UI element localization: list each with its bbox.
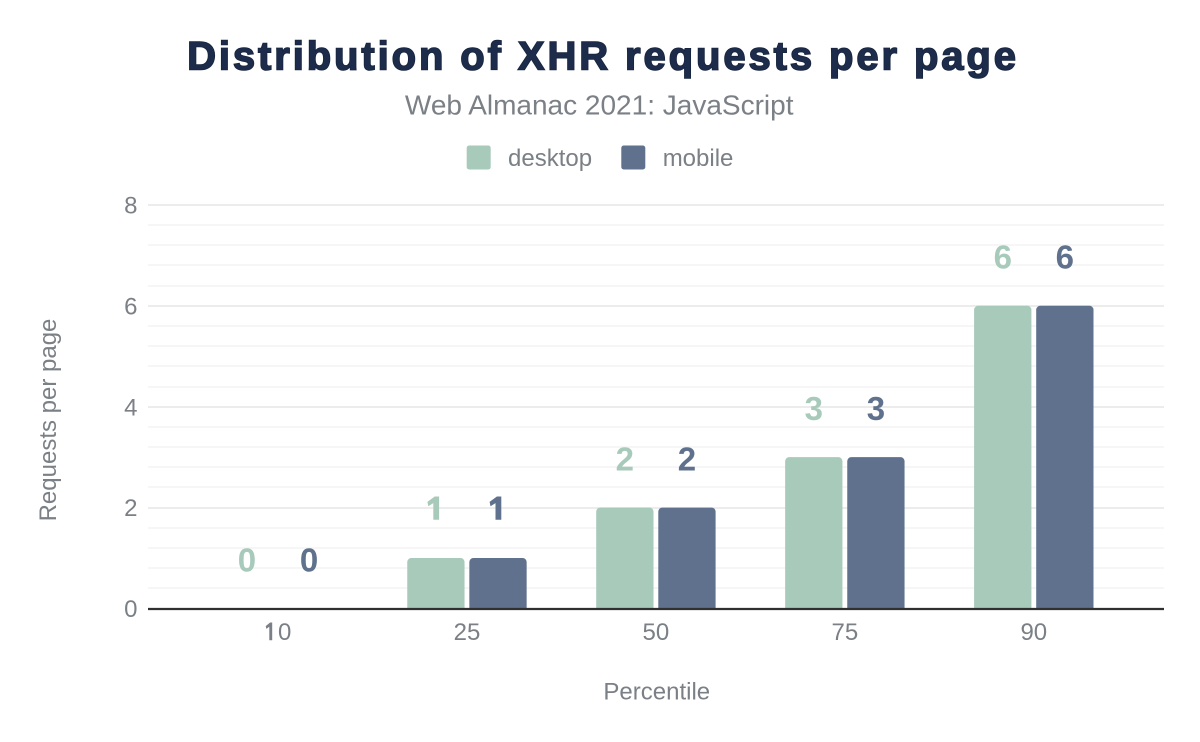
svg-text:50: 50 — [643, 619, 670, 646]
svg-text:2: 2 — [678, 440, 696, 477]
svg-text:3: 3 — [867, 390, 885, 427]
svg-text:Web Almanac 2021: JavaScript: Web Almanac 2021: JavaScript — [405, 90, 794, 121]
svg-text:25: 25 — [454, 619, 481, 646]
svg-text:4: 4 — [124, 394, 137, 421]
svg-text:6: 6 — [1056, 239, 1074, 276]
svg-text:0: 0 — [238, 541, 256, 578]
svg-text:mobile: mobile — [663, 145, 734, 172]
svg-text:90: 90 — [1020, 619, 1047, 646]
svg-text:0: 0 — [300, 541, 318, 578]
svg-text:8: 8 — [124, 193, 137, 220]
svg-text:6: 6 — [994, 239, 1012, 276]
svg-text:Requests per page: Requests per page — [35, 319, 62, 522]
svg-text:Percentile: Percentile — [603, 679, 710, 706]
svg-text:2: 2 — [124, 495, 137, 522]
svg-text:6: 6 — [124, 293, 137, 320]
svg-text:3: 3 — [805, 390, 823, 427]
svg-text:0: 0 — [124, 596, 137, 623]
svg-text:75: 75 — [831, 619, 858, 646]
svg-text:2: 2 — [616, 440, 634, 477]
svg-text:Distribution of XHR requests p: Distribution of XHR requests per page — [187, 35, 1019, 79]
svg-text:desktop: desktop — [508, 145, 592, 172]
svg-text:0: 0 — [278, 619, 291, 646]
